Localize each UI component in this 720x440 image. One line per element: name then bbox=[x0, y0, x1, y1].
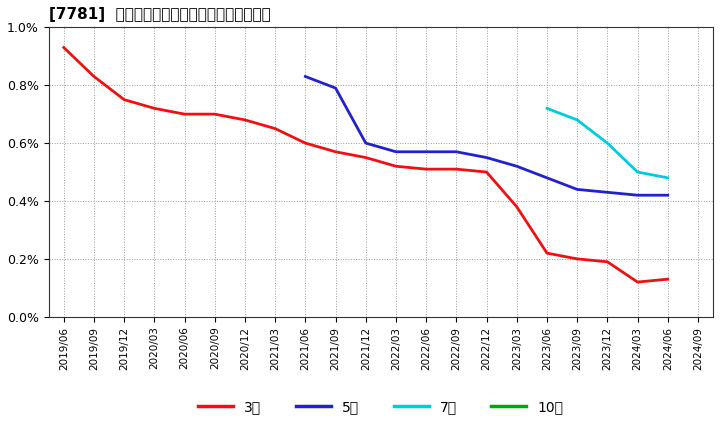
Legend: 3年, 5年, 7年, 10年: 3年, 5年, 7年, 10年 bbox=[193, 395, 569, 420]
Text: [7781]  当期純利益マージンの標準偏差の推移: [7781] 当期純利益マージンの標準偏差の推移 bbox=[49, 7, 271, 22]
